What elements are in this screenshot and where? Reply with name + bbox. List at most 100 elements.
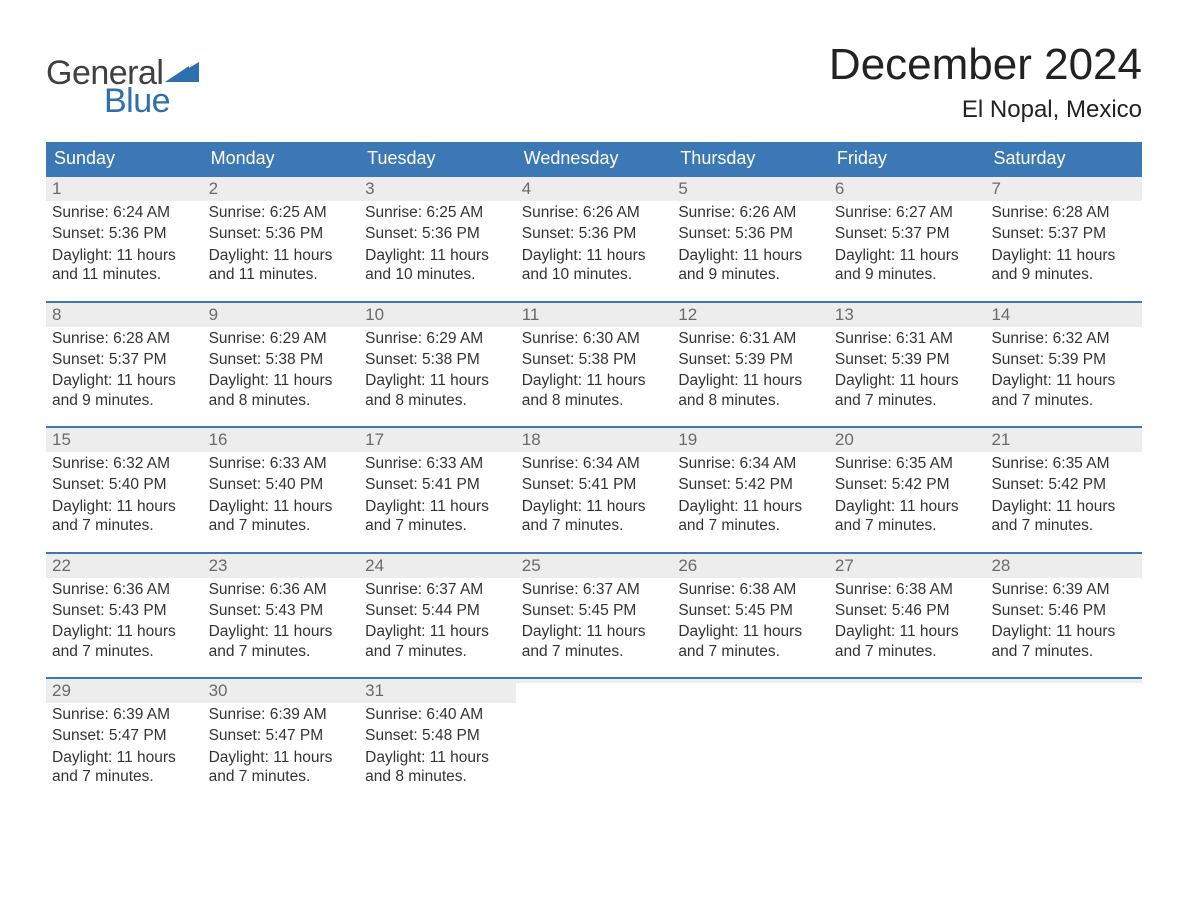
day-number: 2: [209, 179, 218, 198]
sunset-text: Sunset: 5:43 PM: [52, 599, 197, 620]
day-number: 21: [991, 430, 1010, 449]
day-cell: 12 Sunrise: 6:31 AMSunset: 5:39 PMDayligh…: [672, 303, 829, 415]
daylight-text: Daylight: 11 hours and 7 minutes.: [209, 620, 354, 661]
day-cell: 22Sunrise: 6:36 AMSunset: 5:43 PMDayligh…: [46, 554, 203, 666]
empty-cell: [985, 679, 1142, 791]
daylight-text: Daylight: 11 hours and 7 minutes.: [365, 620, 510, 661]
sunrise-text: Sunrise: 6:38 AM: [678, 578, 823, 599]
day-number: 19: [678, 430, 697, 449]
sunrise-text: Sunrise: 6:24 AM: [52, 201, 197, 222]
daylight-text: Daylight: 11 hours and 11 minutes.: [52, 244, 197, 285]
day-cell: 2Sunrise: 6:25 AMSunset: 5:36 PMDaylight…: [203, 177, 360, 289]
day-number: 6: [835, 179, 844, 198]
sunset-text: Sunset: 5:38 PM: [209, 348, 354, 369]
day-number: 10: [365, 305, 384, 324]
day-cell: 10Sunrise: 6:29 AMSunset: 5:38 PMDayligh…: [359, 303, 516, 415]
page-title: December 2024: [829, 40, 1142, 90]
day-number-row: 1: [46, 177, 203, 201]
sunset-text: Sunset: 5:43 PM: [209, 599, 354, 620]
daylight-text: Daylight: 11 hours and 7 minutes.: [991, 620, 1136, 661]
sunset-text: Sunset: 5:39 PM: [678, 348, 823, 369]
daylight-text: Daylight: 11 hours and 8 minutes.: [209, 369, 354, 410]
sunrise-text: Sunrise: 6:37 AM: [365, 578, 510, 599]
day-number: 23: [209, 556, 228, 575]
sunset-text: Sunset: 5:42 PM: [835, 473, 980, 494]
day-number-row: 10: [359, 303, 516, 327]
sunrise-text: Sunrise: 6:38 AM: [835, 578, 980, 599]
day-cell: 11Sunrise: 6:30 AMSunset: 5:38 PMDayligh…: [516, 303, 673, 415]
day-number-row: 30: [203, 679, 360, 703]
day-header: Sunday: [46, 142, 203, 175]
day-cell: 4Sunrise: 6:26 AMSunset: 5:36 PMDaylight…: [516, 177, 673, 289]
daylight-text: Daylight: 11 hours and 7 minutes.: [991, 369, 1136, 410]
day-number: 4: [522, 179, 531, 198]
sunrise-text: Sunrise: 6:31 AM: [678, 327, 823, 348]
daylight-text: Daylight: 11 hours and 7 minutes.: [209, 746, 354, 787]
day-cell: 1 Sunrise: 6:24 AMSunset: 5:36 PMDaylight…: [46, 177, 203, 289]
day-number-row: 6: [829, 177, 986, 201]
day-number-row: 27: [829, 554, 986, 578]
week-row: 22Sunrise: 6:36 AMSunset: 5:43 PMDayligh…: [46, 552, 1142, 666]
week-row: 15Sunrise: 6:32 AMSunset: 5:40 PMDayligh…: [46, 426, 1142, 540]
day-header: Saturday: [985, 142, 1142, 175]
daylight-text: Daylight: 11 hours and 7 minutes.: [522, 495, 667, 536]
sunset-text: Sunset: 5:36 PM: [365, 222, 510, 243]
day-cell: 27Sunrise: 6:38 AMSunset: 5:46 PMDayligh…: [829, 554, 986, 666]
day-number: 7: [991, 179, 1000, 198]
sunset-text: Sunset: 5:47 PM: [52, 724, 197, 745]
day-number: 12: [678, 305, 697, 324]
sunset-text: Sunset: 5:42 PM: [678, 473, 823, 494]
day-number-row: 29: [46, 679, 203, 703]
day-number-row: 28: [985, 554, 1142, 578]
daylight-text: Daylight: 11 hours and 9 minutes.: [991, 244, 1136, 285]
sunset-text: Sunset: 5:36 PM: [52, 222, 197, 243]
day-number: 13: [835, 305, 854, 324]
day-number-row: 14: [985, 303, 1142, 327]
sunset-text: Sunset: 5:45 PM: [522, 599, 667, 620]
calendar-page: General Blue December 2024 El Nopal, Mex…: [0, 0, 1188, 851]
daylight-text: Daylight: 11 hours and 7 minutes.: [365, 495, 510, 536]
day-cell: 6Sunrise: 6:27 AMSunset: 5:37 PMDaylight…: [829, 177, 986, 289]
day-number-row: 13: [829, 303, 986, 327]
day-number-row: 5: [672, 177, 829, 201]
day-number-row: 12: [672, 303, 829, 327]
day-cell: 7Sunrise: 6:28 AMSunset: 5:37 PMDaylight…: [985, 177, 1142, 289]
day-cell: 15Sunrise: 6:32 AMSunset: 5:40 PMDayligh…: [46, 428, 203, 540]
daylight-text: Daylight: 11 hours and 9 minutes.: [678, 244, 823, 285]
sunrise-text: Sunrise: 6:31 AM: [835, 327, 980, 348]
day-number-row: [985, 679, 1142, 683]
day-header: Thursday: [672, 142, 829, 175]
day-number: 15: [52, 430, 71, 449]
sunset-text: Sunset: 5:36 PM: [678, 222, 823, 243]
day-number: 20: [835, 430, 854, 449]
day-number-row: 22: [46, 554, 203, 578]
sunset-text: Sunset: 5:38 PM: [522, 348, 667, 369]
day-cell: 21Sunrise: 6:35 AMSunset: 5:42 PMDayligh…: [985, 428, 1142, 540]
sunset-text: Sunset: 5:39 PM: [991, 348, 1136, 369]
day-number-row: 24: [359, 554, 516, 578]
daylight-text: Daylight: 11 hours and 7 minutes.: [209, 495, 354, 536]
day-cell: 5Sunrise: 6:26 AMSunset: 5:36 PMDaylight…: [672, 177, 829, 289]
daylight-text: Daylight: 11 hours and 8 minutes.: [678, 369, 823, 410]
sunrise-text: Sunrise: 6:26 AM: [678, 201, 823, 222]
day-header: Tuesday: [359, 142, 516, 175]
sunset-text: Sunset: 5:37 PM: [835, 222, 980, 243]
day-number: 3: [365, 179, 374, 198]
daylight-text: Daylight: 11 hours and 7 minutes.: [522, 620, 667, 661]
day-cell: 8Sunrise: 6:28 AMSunset: 5:37 PMDaylight…: [46, 303, 203, 415]
day-cell: 19Sunrise: 6:34 AMSunset: 5:42 PMDayligh…: [672, 428, 829, 540]
day-header: Friday: [829, 142, 986, 175]
daylight-text: Daylight: 11 hours and 10 minutes.: [522, 244, 667, 285]
day-number: 1: [52, 179, 61, 198]
day-number-row: 4: [516, 177, 673, 201]
day-number-row: 11: [516, 303, 673, 327]
sunrise-text: Sunrise: 6:37 AM: [522, 578, 667, 599]
weeks-container: 1Sunrise: 6:24 AMSunset: 5:36 PMDaylight…: [46, 175, 1142, 791]
header: General Blue December 2024 El Nopal, Mex…: [46, 40, 1142, 124]
day-cell: 29Sunrise: 6:39 AMSunset: 5:47 PMDayligh…: [46, 679, 203, 791]
sunrise-text: Sunrise: 6:39 AM: [991, 578, 1136, 599]
day-number-row: 31: [359, 679, 516, 703]
day-number-row: 19: [672, 428, 829, 452]
daylight-text: Daylight: 11 hours and 8 minutes.: [522, 369, 667, 410]
day-header: Monday: [203, 142, 360, 175]
